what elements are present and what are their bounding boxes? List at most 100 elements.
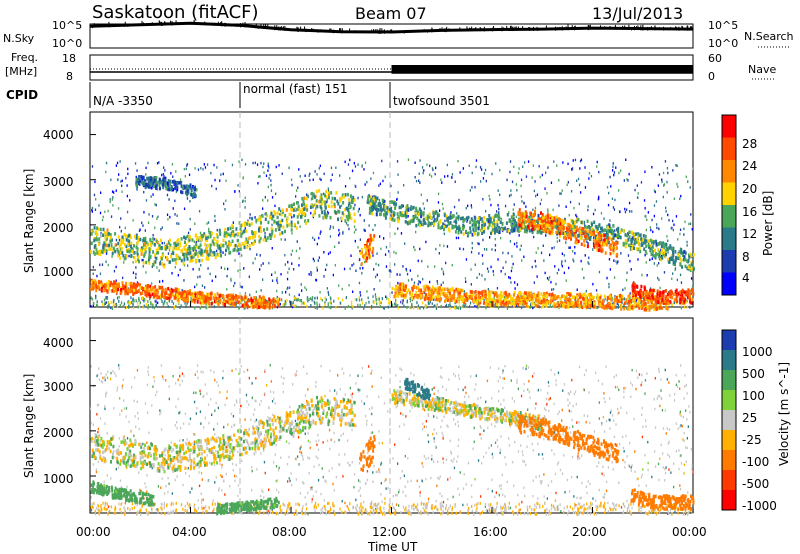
power-band-cell xyxy=(610,245,612,249)
power-band-cell xyxy=(472,222,475,227)
power-cell xyxy=(357,163,359,166)
power-band-cell xyxy=(207,235,210,240)
power-band-cell xyxy=(523,225,526,229)
power-cell xyxy=(629,292,631,295)
power-band-cell xyxy=(496,220,499,224)
power-cell xyxy=(554,297,556,301)
power-cell xyxy=(378,300,381,304)
power-band-cell xyxy=(186,294,189,299)
power-cell xyxy=(93,193,96,197)
power-band-cell xyxy=(267,220,270,225)
power-band-cell xyxy=(454,219,457,223)
power-band-cell xyxy=(185,254,188,258)
power-cell xyxy=(510,193,512,197)
power-cell xyxy=(204,286,206,289)
power-band-cell xyxy=(156,180,159,185)
power-band-cell xyxy=(239,244,242,248)
power-band-cell xyxy=(582,221,584,225)
power-cell xyxy=(624,207,626,211)
power-band-cell xyxy=(271,231,274,235)
power-cell xyxy=(121,190,123,193)
power-band-cell xyxy=(201,258,204,263)
power-band-cell xyxy=(239,232,242,236)
power-band-cell xyxy=(137,181,140,186)
power-cell xyxy=(198,268,200,271)
power-cell xyxy=(637,192,639,195)
power-cell xyxy=(650,287,652,290)
power-band-cell xyxy=(266,227,269,231)
power-band-cell xyxy=(254,303,256,307)
power-cell xyxy=(470,250,473,254)
power-band-cell xyxy=(599,241,602,246)
power-cell xyxy=(469,301,472,305)
power-cell xyxy=(535,265,537,268)
power-band-cell xyxy=(231,224,234,228)
power-band-cell xyxy=(238,300,240,305)
power-cell xyxy=(620,169,622,172)
power-cell xyxy=(282,303,284,307)
power-band-cell xyxy=(478,216,481,220)
power-cell xyxy=(155,304,157,308)
power-band-cell xyxy=(549,213,551,218)
power-band-cell xyxy=(151,179,154,183)
power-band-cell xyxy=(219,293,222,298)
power-band-cell xyxy=(415,223,418,228)
power-cell xyxy=(262,262,264,265)
power-band-cell xyxy=(394,206,397,210)
power-band-cell xyxy=(432,214,435,219)
power-band-cell xyxy=(493,231,496,235)
power-band-cell xyxy=(245,237,248,241)
power-band-cell xyxy=(255,218,258,223)
power-cell xyxy=(615,305,617,309)
power-band-cell xyxy=(204,234,207,238)
power-cell xyxy=(265,174,268,177)
power-cell xyxy=(574,158,577,162)
power-cell xyxy=(225,199,227,202)
power-cell xyxy=(94,180,96,184)
power-cell xyxy=(133,299,135,303)
power-cell xyxy=(565,241,567,244)
power-cell xyxy=(238,160,240,163)
power-band-cell xyxy=(253,234,256,239)
power-band-cell xyxy=(298,212,300,217)
power-cell xyxy=(142,258,144,262)
power-band-cell xyxy=(682,253,684,257)
power-band-cell xyxy=(112,289,115,293)
power-cell xyxy=(92,272,94,276)
power-cell xyxy=(619,210,621,213)
power-cell xyxy=(622,288,624,292)
power-cell xyxy=(646,297,648,301)
power-cell xyxy=(170,253,173,256)
power-band-cell xyxy=(547,224,550,229)
power-cell xyxy=(443,244,445,248)
power-band-cell xyxy=(176,256,179,261)
power-band-cell xyxy=(100,249,103,254)
power-cell xyxy=(439,209,441,212)
power-cell xyxy=(468,305,471,309)
power-cell xyxy=(219,179,221,182)
power-cell xyxy=(207,267,209,270)
power-cell xyxy=(152,303,154,307)
power-band-cell xyxy=(329,215,332,220)
power-cell xyxy=(147,161,149,165)
power-band-cell xyxy=(202,297,205,302)
power-band-cell xyxy=(258,215,261,220)
power-band-cell xyxy=(662,243,664,247)
power-band-cell xyxy=(160,257,163,261)
power-band-cell xyxy=(654,256,657,260)
power-cell xyxy=(91,297,94,301)
power-cell xyxy=(420,193,422,196)
power-cell xyxy=(417,283,419,286)
power-cell xyxy=(354,203,356,207)
power-cell xyxy=(431,302,433,305)
power-cell xyxy=(497,204,499,207)
power-cell xyxy=(536,193,539,196)
power-cell xyxy=(186,163,189,166)
power-band-cell xyxy=(320,202,323,206)
power-cell xyxy=(464,277,467,280)
power-band-cell xyxy=(199,295,202,300)
power-ytick-3000: 3000 xyxy=(43,175,74,189)
power-cell xyxy=(297,201,299,204)
power-band-cell xyxy=(181,291,184,295)
power-cell xyxy=(234,190,236,193)
